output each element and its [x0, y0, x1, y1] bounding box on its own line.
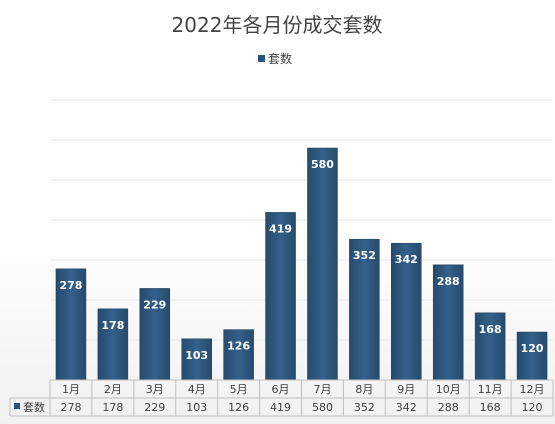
table-value: 352: [354, 401, 375, 414]
legend: 套数: [258, 51, 292, 66]
bar-value-label: 342: [395, 253, 418, 266]
bar: [307, 147, 338, 381]
bar: [181, 338, 212, 381]
category-label: 11月: [478, 383, 503, 396]
category-label: 9月: [397, 383, 415, 396]
bar-value-label: 419: [269, 222, 292, 235]
bar: [474, 312, 506, 381]
legend-swatch: [258, 55, 265, 62]
category-label: 1月: [62, 383, 80, 396]
bar-value-label: 178: [101, 319, 124, 332]
category-label: 5月: [230, 383, 248, 396]
bar: [349, 238, 380, 381]
category-label: 8月: [355, 383, 373, 396]
legend-label: 套数: [268, 51, 292, 66]
data-labels: 278 178 229 103 126 419 580 352 342 288 168 120: [59, 158, 543, 362]
table-value: 120: [522, 401, 543, 414]
bar: [265, 212, 296, 381]
bar: [516, 331, 548, 381]
category-label: 12月: [520, 383, 545, 396]
chart-title: 2022年各月份成交套数: [172, 13, 383, 37]
table-value: 278: [60, 401, 81, 414]
bar-value-label: 580: [311, 158, 334, 171]
table-legend-swatch: [14, 403, 20, 409]
table-value: 419: [270, 401, 291, 414]
table-value: 288: [438, 401, 459, 414]
category-label: 2月: [104, 383, 122, 396]
table-series-label: 套数: [23, 401, 45, 414]
bar: [223, 329, 254, 381]
gridlines: [50, 99, 553, 341]
table-value: 126: [228, 401, 249, 414]
bar-value-label: 168: [479, 323, 502, 336]
data-table: 套数 1月 278 2月 178 3月 229 4月 103 5月 126 6月 419 7月 580 8月 3…: [9, 379, 554, 417]
bar-value-label: 229: [143, 298, 166, 311]
bar-value-label: 352: [353, 249, 376, 262]
table-value: 342: [396, 401, 417, 414]
table-value: 103: [186, 401, 207, 414]
table-value: 580: [312, 401, 333, 414]
category-label: 6月: [272, 383, 290, 396]
bar: [97, 308, 129, 381]
bar: [432, 264, 464, 381]
category-label: 7月: [313, 383, 331, 396]
bar-value-label: 288: [437, 275, 460, 288]
bar-value-label: 120: [521, 342, 544, 355]
bar-value-label: 278: [59, 279, 82, 292]
table-value: 168: [480, 401, 501, 414]
bar-value-label: 126: [227, 340, 250, 353]
category-label: 10月: [436, 383, 461, 396]
bar: [391, 242, 422, 381]
table-value: 229: [144, 401, 165, 414]
table-value: 178: [102, 401, 123, 414]
bar-value-label: 103: [185, 349, 208, 362]
bars: [55, 147, 548, 381]
bar: [139, 288, 171, 381]
category-label: 4月: [188, 383, 206, 396]
category-label: 3月: [146, 383, 164, 396]
